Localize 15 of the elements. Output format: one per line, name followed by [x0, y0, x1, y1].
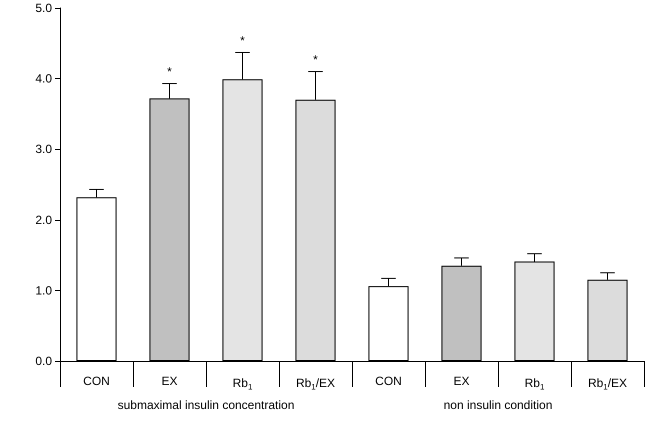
y-tick-label: 4.0 [35, 72, 52, 86]
data-label: * [240, 33, 246, 48]
y-tick-label: 0.0 [35, 354, 52, 368]
y-tick-label: 1.0 [35, 283, 52, 298]
data-label: * [313, 52, 318, 67]
x-tick-label: CON [83, 374, 110, 388]
y-tick-label: 3.0 [35, 142, 52, 156]
data-label: * [167, 64, 172, 79]
text: submaximal insulin concentration [118, 398, 294, 412]
x-tick-label: EX [453, 374, 470, 388]
x-tick-label: EX [161, 374, 178, 388]
y-tick-label: 2.0 [35, 212, 52, 227]
y-tick-label: 5.0 [35, 1, 52, 15]
text: non insulin condition [444, 398, 552, 412]
x-tick-label: CON [375, 374, 402, 388]
